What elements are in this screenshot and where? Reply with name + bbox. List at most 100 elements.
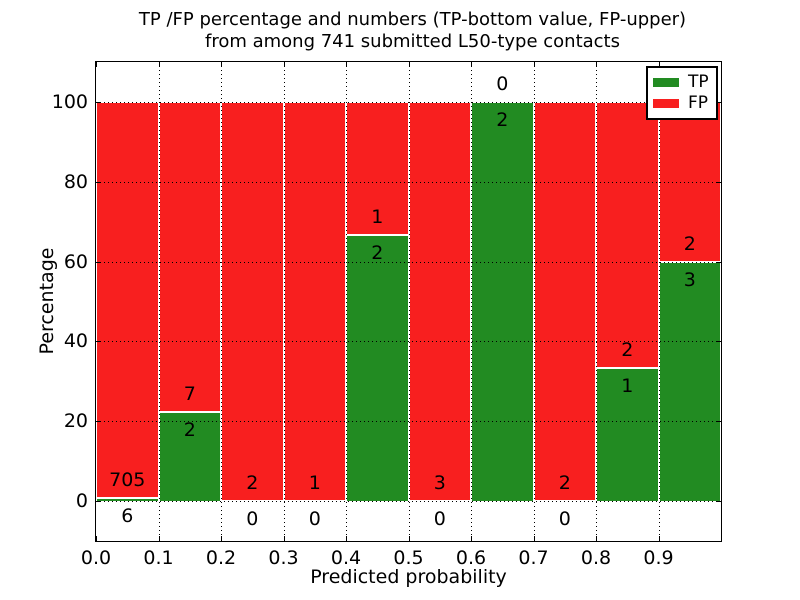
- vertical-gridline: [658, 62, 660, 541]
- legend-swatch-tp: [653, 78, 679, 87]
- fp-count-label: 2: [621, 339, 634, 362]
- tp-count-label: 0: [558, 508, 571, 531]
- x-tick-mark: [96, 536, 97, 541]
- fp-count-label: 2: [246, 472, 259, 495]
- vertical-gridline: [596, 62, 597, 541]
- bar-segment-tp: [658, 261, 721, 502]
- tp-count-label: 1: [621, 375, 634, 397]
- chart-title-line1: TP /FP percentage and numbers (TP-bottom…: [138, 9, 687, 30]
- y-tick-mark: [96, 341, 101, 343]
- tp-count-label: 2: [371, 241, 384, 264]
- bar-segment-fp: [408, 101, 471, 502]
- vertical-gridline: [533, 62, 535, 541]
- chart-title-line2: from among 741 submitted L50-type contac…: [204, 31, 620, 52]
- bar-segment-fp: [596, 101, 659, 369]
- x-axis-label: Predicted probability: [310, 566, 507, 588]
- bar-segment-fp: [283, 101, 346, 502]
- x-tick-mark: [221, 536, 222, 541]
- y-tick-mark: [716, 501, 721, 503]
- legend-label: FP: [688, 93, 709, 113]
- fp-count-label: 1: [308, 472, 321, 495]
- legend-swatch-fp: [653, 99, 679, 108]
- y-tick-mark: [96, 421, 101, 423]
- bar-segment-fp: [533, 101, 596, 502]
- x-tick-mark: [96, 62, 97, 67]
- y-tick-label: 80: [63, 170, 88, 193]
- legend-label: TP: [688, 72, 709, 92]
- x-tick-label: 0.0: [80, 547, 112, 569]
- vertical-gridline: [471, 62, 472, 541]
- bar-segment-fp: [346, 101, 409, 235]
- tp-count-label: 0: [433, 508, 446, 531]
- tp-count-label: 6: [121, 504, 134, 527]
- fp-count-label: 2: [683, 232, 696, 255]
- fp-count-label: 1: [371, 205, 384, 228]
- x-tick-label: 0.2: [205, 547, 237, 569]
- x-tick-mark: [533, 536, 535, 541]
- y-tick-mark: [716, 421, 721, 423]
- x-tick-label: 0.8: [580, 547, 612, 569]
- bar-segment-tp: [158, 412, 221, 502]
- bar-segment-tp: [471, 101, 534, 502]
- y-tick-mark: [96, 181, 101, 183]
- x-tick-mark: [283, 62, 285, 67]
- x-tick-mark: [283, 536, 285, 541]
- x-tick-label: 0.9: [643, 547, 674, 569]
- y-tick-mark: [716, 101, 721, 103]
- vertical-gridline: [158, 62, 160, 541]
- y-tick-label: 0: [75, 490, 88, 513]
- x-tick-mark: [471, 62, 472, 67]
- fp-count-label: 3: [433, 472, 446, 495]
- bar-segment-tp: [346, 234, 409, 502]
- x-tick-label: 0.7: [518, 547, 549, 569]
- y-tick-mark: [716, 261, 721, 263]
- x-tick-mark: [346, 62, 347, 67]
- legend: TP FP: [646, 66, 718, 120]
- tp-count-label: 2: [183, 419, 196, 442]
- x-tick-label: 0.6: [455, 547, 487, 569]
- x-tick-mark: [408, 62, 410, 67]
- tp-count-label: 0: [308, 508, 321, 531]
- bar-segment-tp: [96, 497, 159, 502]
- y-tick-mark: [96, 261, 101, 263]
- x-tick-mark: [533, 62, 535, 67]
- y-tick-label: 100: [51, 90, 88, 113]
- bar-segment-fp: [96, 101, 159, 498]
- fp-count-label: 705: [109, 468, 146, 491]
- y-tick-mark: [96, 501, 101, 503]
- legend-entry-tp: TP: [653, 72, 711, 93]
- y-tick-label: 40: [63, 330, 88, 353]
- x-tick-mark: [221, 62, 222, 67]
- y-tick-mark: [716, 181, 721, 183]
- x-tick-mark: [721, 62, 722, 67]
- x-tick-mark: [158, 536, 160, 541]
- tp-count-label: 3: [683, 268, 696, 291]
- tp-count-label: 2: [496, 108, 509, 131]
- x-tick-mark: [658, 536, 660, 541]
- x-tick-label: 0.5: [393, 547, 424, 569]
- bar-segment-tp: [596, 368, 659, 502]
- y-tick-mark: [716, 341, 721, 343]
- x-tick-label: 0.4: [330, 547, 362, 569]
- x-tick-mark: [596, 536, 597, 541]
- x-tick-mark: [471, 536, 472, 541]
- y-tick-label: 60: [63, 250, 88, 273]
- vertical-gridline: [283, 62, 285, 541]
- x-tick-mark: [658, 62, 660, 67]
- x-tick-mark: [346, 536, 347, 541]
- tp-count-label: 0: [246, 508, 259, 531]
- vertical-gridline: [221, 62, 222, 541]
- fp-count-label: 2: [558, 472, 571, 495]
- bar-segment-fp: [158, 101, 221, 413]
- x-tick-mark: [408, 536, 410, 541]
- legend-entry-fp: FP: [653, 93, 711, 114]
- x-tick-mark: [721, 536, 722, 541]
- x-tick-label: 0.1: [143, 547, 174, 569]
- y-tick-label: 20: [63, 410, 88, 433]
- vertical-gridline: [408, 62, 410, 541]
- x-tick-label: 0.3: [268, 547, 299, 569]
- x-tick-mark: [596, 62, 597, 67]
- bar-segment-fp: [221, 101, 284, 502]
- vertical-gridline: [346, 62, 347, 541]
